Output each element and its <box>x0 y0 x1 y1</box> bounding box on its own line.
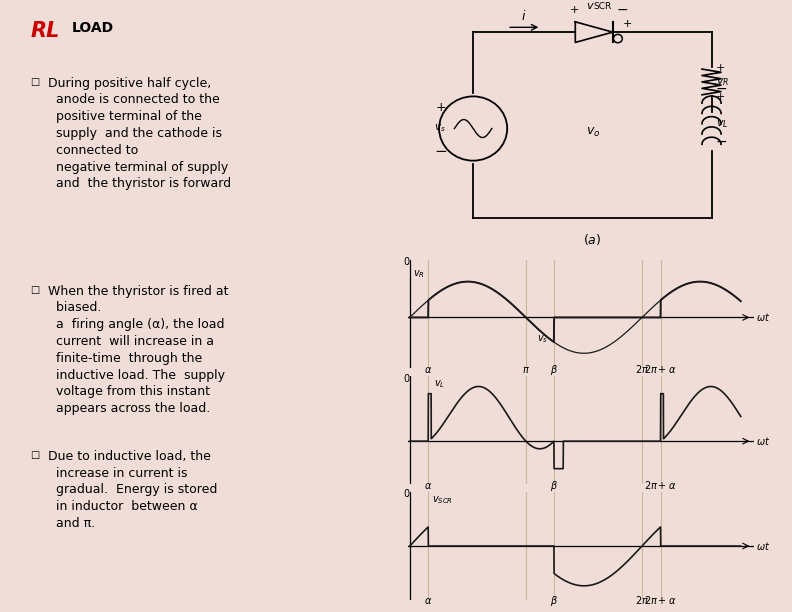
Text: $\alpha$: $\alpha$ <box>424 480 432 491</box>
Text: SCR: SCR <box>593 2 611 11</box>
Text: $v_R$: $v_R$ <box>413 268 425 280</box>
Text: +: + <box>623 20 632 29</box>
Text: When the thyristor is fired at
  biased.
  a  firing angle (α), the load
  curre: When the thyristor is fired at biased. a… <box>48 285 228 415</box>
Text: $i$: $i$ <box>521 9 526 23</box>
Text: $v_R$: $v_R$ <box>716 76 729 88</box>
Text: $\beta$: $\beta$ <box>550 594 558 608</box>
Text: $\alpha$: $\alpha$ <box>424 595 432 606</box>
Text: $2\pi$: $2\pi$ <box>635 363 649 375</box>
Text: □: □ <box>30 285 40 294</box>
Text: $v_{SCR}$: $v_{SCR}$ <box>432 494 453 506</box>
Text: +: + <box>716 62 725 73</box>
Text: LOAD: LOAD <box>72 21 114 35</box>
Text: −: − <box>616 2 628 17</box>
Text: +: + <box>570 6 580 15</box>
Text: −: − <box>716 135 727 149</box>
Text: $\beta$: $\beta$ <box>550 363 558 377</box>
Text: $v_o$: $v_o$ <box>585 126 600 139</box>
Text: $2\pi+\alpha$: $2\pi+\alpha$ <box>645 479 676 491</box>
Text: 0: 0 <box>404 490 409 499</box>
Text: $2\pi$: $2\pi$ <box>635 594 649 606</box>
Text: $\omega t$: $\omega t$ <box>756 312 770 323</box>
Text: $\alpha$: $\alpha$ <box>424 365 432 375</box>
Circle shape <box>614 34 623 43</box>
Text: −: − <box>435 143 447 159</box>
Text: $\omega t$: $\omega t$ <box>756 540 770 552</box>
Text: $2\pi+\alpha$: $2\pi+\alpha$ <box>645 594 676 606</box>
Text: During positive half cycle,
  anode is connected to the
  positive terminal of t: During positive half cycle, anode is con… <box>48 76 231 190</box>
Text: $2\pi+\alpha$: $2\pi+\alpha$ <box>645 363 676 375</box>
Text: +: + <box>436 101 446 114</box>
Text: 0: 0 <box>404 374 409 384</box>
Text: □: □ <box>30 76 40 86</box>
Text: $v_s$: $v_s$ <box>537 333 548 345</box>
Text: +: + <box>716 92 725 102</box>
Text: $v$: $v$ <box>585 1 594 11</box>
Text: −: − <box>716 82 727 96</box>
Text: RL: RL <box>30 21 59 42</box>
Text: $\pi$: $\pi$ <box>522 365 530 375</box>
Text: 0: 0 <box>404 258 409 267</box>
Text: Due to inductive load, the
  increase in current is
  gradual.  Energy is stored: Due to inductive load, the increase in c… <box>48 450 217 530</box>
Text: $v_L$: $v_L$ <box>434 378 445 390</box>
Text: $\omega t$: $\omega t$ <box>756 435 770 447</box>
Text: $v_L$: $v_L$ <box>716 118 728 130</box>
Text: $(a)$: $(a)$ <box>583 232 601 247</box>
Text: $\beta$: $\beta$ <box>550 479 558 493</box>
Text: $v_s$: $v_s$ <box>434 122 446 135</box>
Text: □: □ <box>30 450 40 460</box>
